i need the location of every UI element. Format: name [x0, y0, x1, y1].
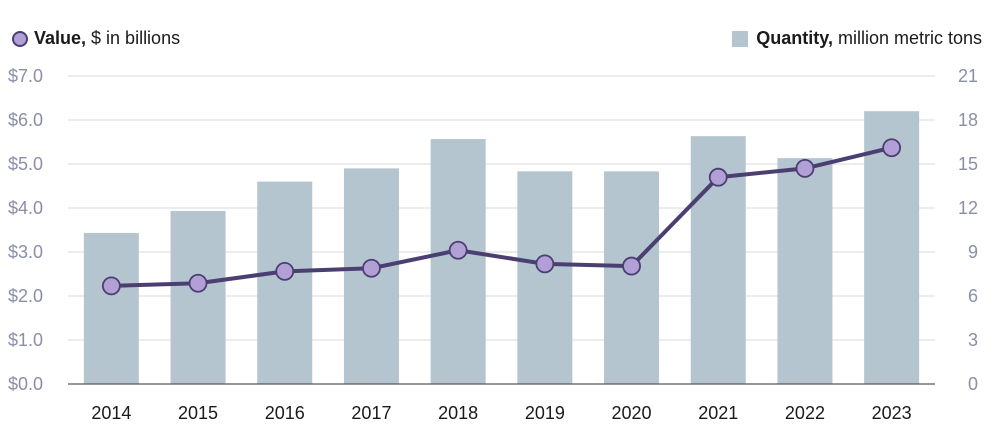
x-tick-label: 2015 — [178, 403, 218, 423]
y-left-tick-label: $2.0 — [8, 286, 43, 306]
value-point — [275, 261, 295, 281]
legend-value: Value, $ in billions — [12, 28, 180, 49]
legend-quantity-swatch-icon — [732, 30, 749, 47]
quantity-bar — [83, 232, 139, 384]
y-left-tick-label: $7.0 — [8, 66, 43, 86]
quantity-bar — [430, 139, 486, 384]
y-left-tick-label: $0.0 — [8, 374, 43, 394]
y-right-tick-label: 21 — [958, 66, 978, 86]
y-right-tick-label: 0 — [968, 374, 978, 394]
value-point — [188, 273, 208, 293]
y-right-tick-label: 15 — [958, 154, 978, 174]
x-tick-label: 2018 — [438, 403, 478, 423]
x-tick-label: 2021 — [698, 403, 738, 423]
quantity-bar — [257, 181, 313, 384]
legend-quantity: Quantity, million metric tons — [732, 28, 982, 49]
quantity-bar — [604, 171, 660, 384]
y-left-tick-label: $6.0 — [8, 110, 43, 130]
legend-quantity-unit: million metric tons — [837, 28, 982, 48]
x-tick-label: 2019 — [525, 403, 565, 423]
x-tick-label: 2020 — [612, 403, 652, 423]
value-point — [101, 276, 121, 296]
x-tick-label: 2014 — [91, 403, 131, 423]
value-point — [882, 138, 902, 158]
y-left-tick-label: $4.0 — [8, 198, 43, 218]
value-point — [622, 256, 641, 276]
y-right-tick-label: 9 — [968, 242, 978, 262]
y-left-tick-label: $3.0 — [8, 242, 43, 262]
x-tick-label: 2022 — [785, 403, 825, 423]
value-line — [111, 145, 893, 288]
value-point — [535, 254, 555, 274]
legend-quantity-bold: Quantity, — [756, 28, 833, 48]
quantity-bar — [170, 210, 226, 384]
legend-value-bold: Value, — [34, 28, 87, 48]
legend-value-marker-icon — [12, 30, 28, 47]
y-left-tick-label: $1.0 — [8, 330, 43, 350]
value-point — [708, 167, 728, 187]
x-tick-label: 2023 — [872, 403, 912, 423]
y-right-tick-label: 6 — [968, 286, 978, 306]
y-right-tick-label: 18 — [958, 110, 978, 130]
quantity-bar — [517, 171, 573, 384]
legend-value-unit: $ in billions — [91, 28, 181, 48]
y-right-tick-label: 12 — [958, 198, 978, 218]
quantity-bar — [777, 158, 833, 384]
value-point — [448, 240, 468, 260]
y-left-tick-label: $5.0 — [8, 154, 43, 174]
value-point — [795, 158, 815, 178]
x-tick-label: 2016 — [265, 403, 305, 423]
value-point — [362, 258, 381, 278]
y-right-tick-label: 3 — [968, 330, 978, 350]
x-tick-label: 2017 — [351, 403, 391, 423]
